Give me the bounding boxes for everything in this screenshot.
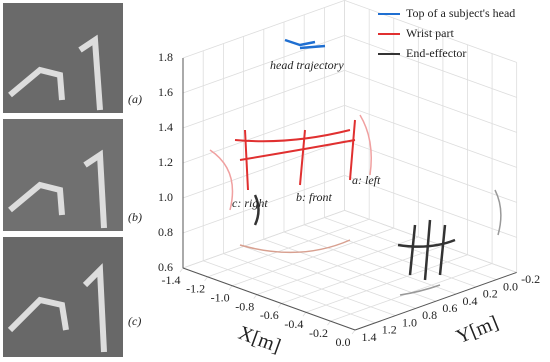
- y-tick-label: 0.8: [422, 308, 437, 322]
- wrist-shadow: [239, 239, 351, 254]
- grid-line: [304, 224, 477, 288]
- wrist-trajectory: [209, 114, 372, 211]
- wrist-trajectory: [234, 119, 356, 191]
- x-tick-label: -0.8: [235, 299, 254, 313]
- grid-line: [182, 140, 345, 199]
- legend-label: End-effector: [406, 46, 466, 60]
- grid-line: [344, 140, 517, 203]
- panel-label: (b): [128, 210, 142, 224]
- y-tick-label: 0.0: [503, 279, 518, 293]
- x-tick-label: -0.4: [284, 317, 303, 331]
- grid-line: [324, 217, 497, 280]
- annotation: c: right: [232, 196, 268, 210]
- tick-mark: [204, 276, 208, 282]
- photo-content: [7, 263, 107, 353]
- head-trajectory: [284, 38, 326, 50]
- photos: (a) (b) (c): [3, 3, 142, 357]
- z-tick-label: 0.6: [158, 260, 173, 274]
- tick-mark: [228, 285, 233, 290]
- z-tick-label: 1.2: [158, 155, 173, 169]
- grid-line: [182, 210, 345, 269]
- grid-line: [182, 105, 345, 164]
- end-effector-trajectory: [253, 194, 456, 281]
- y-tick-label: -0.2: [521, 272, 540, 286]
- grid-line: [243, 246, 416, 309]
- legend-label: Wrist part: [406, 26, 455, 40]
- x-tick-label: -1.2: [186, 282, 205, 296]
- annotation: b: front: [296, 190, 333, 204]
- z-tick-label: 0.8: [158, 225, 173, 239]
- legend-label: Top of a subject's head: [406, 6, 515, 20]
- tick-mark: [179, 267, 184, 273]
- grid-line: [344, 35, 517, 98]
- grid-line: [344, 210, 517, 273]
- grid-line: [182, 70, 345, 129]
- annotations: head trajectory a: left b: front c: righ…: [232, 58, 381, 210]
- x-tick-label: -0.6: [260, 308, 279, 322]
- z-tick-label: 1.6: [158, 85, 173, 99]
- y-tick-label: 0.2: [483, 287, 498, 301]
- y-tick-label: 0.6: [442, 301, 457, 315]
- annotation: a: left: [352, 173, 381, 187]
- panel-label: (a): [128, 92, 142, 106]
- x-tick-label: -1.0: [211, 290, 230, 304]
- x-tick-label: -1.4: [162, 273, 181, 287]
- z-tick-label: 1.4: [158, 120, 173, 134]
- x-axis-label: X[m]: [235, 322, 283, 357]
- end-effector-trajectory: [399, 189, 502, 296]
- y-tick-label: 0.4: [463, 294, 478, 308]
- y-tick-label: 1.2: [382, 323, 397, 337]
- grid-line: [263, 238, 436, 302]
- tick-mark: [253, 294, 258, 299]
- panel-label: (c): [128, 314, 141, 328]
- legend: Top of a subject's head Wrist part End-eff…: [378, 6, 515, 60]
- trajectories: [209, 38, 502, 296]
- grid-line: [182, 35, 345, 94]
- y-tick-label: 1.4: [362, 330, 377, 344]
- y-axis-label: Y[m]: [453, 312, 501, 349]
- grid-line: [223, 253, 396, 316]
- photo-content: [8, 34, 103, 111]
- grid-line: [344, 0, 517, 63]
- grid-line: [203, 260, 376, 324]
- tick-mark: [351, 329, 356, 335]
- annotation: head trajectory: [270, 58, 344, 72]
- z-tick-label: 1.8: [158, 50, 173, 64]
- grid-line: [182, 175, 345, 234]
- photo-content: [8, 149, 107, 229]
- x-tick-label: 0.0: [336, 335, 351, 349]
- y-tick-label: 1.0: [402, 315, 417, 329]
- tick-mark: [327, 320, 331, 326]
- grid-line: [344, 70, 517, 133]
- grid-line: [283, 231, 457, 295]
- axis-line: [354, 271, 517, 331]
- grid-line: [344, 175, 517, 238]
- z-tick-label: 1.0: [158, 190, 173, 204]
- grid-line: [344, 105, 517, 168]
- tick-mark: [302, 312, 307, 317]
- axis-line: [182, 267, 356, 331]
- x-tick-label: -0.2: [309, 326, 328, 340]
- tick-mark: [278, 303, 282, 308]
- grid-line: [182, 0, 345, 59]
- plot-3d: -1.4-1.2-1.0-0.8-0.6-0.4-0.20.0-0.20.00.…: [158, 0, 540, 357]
